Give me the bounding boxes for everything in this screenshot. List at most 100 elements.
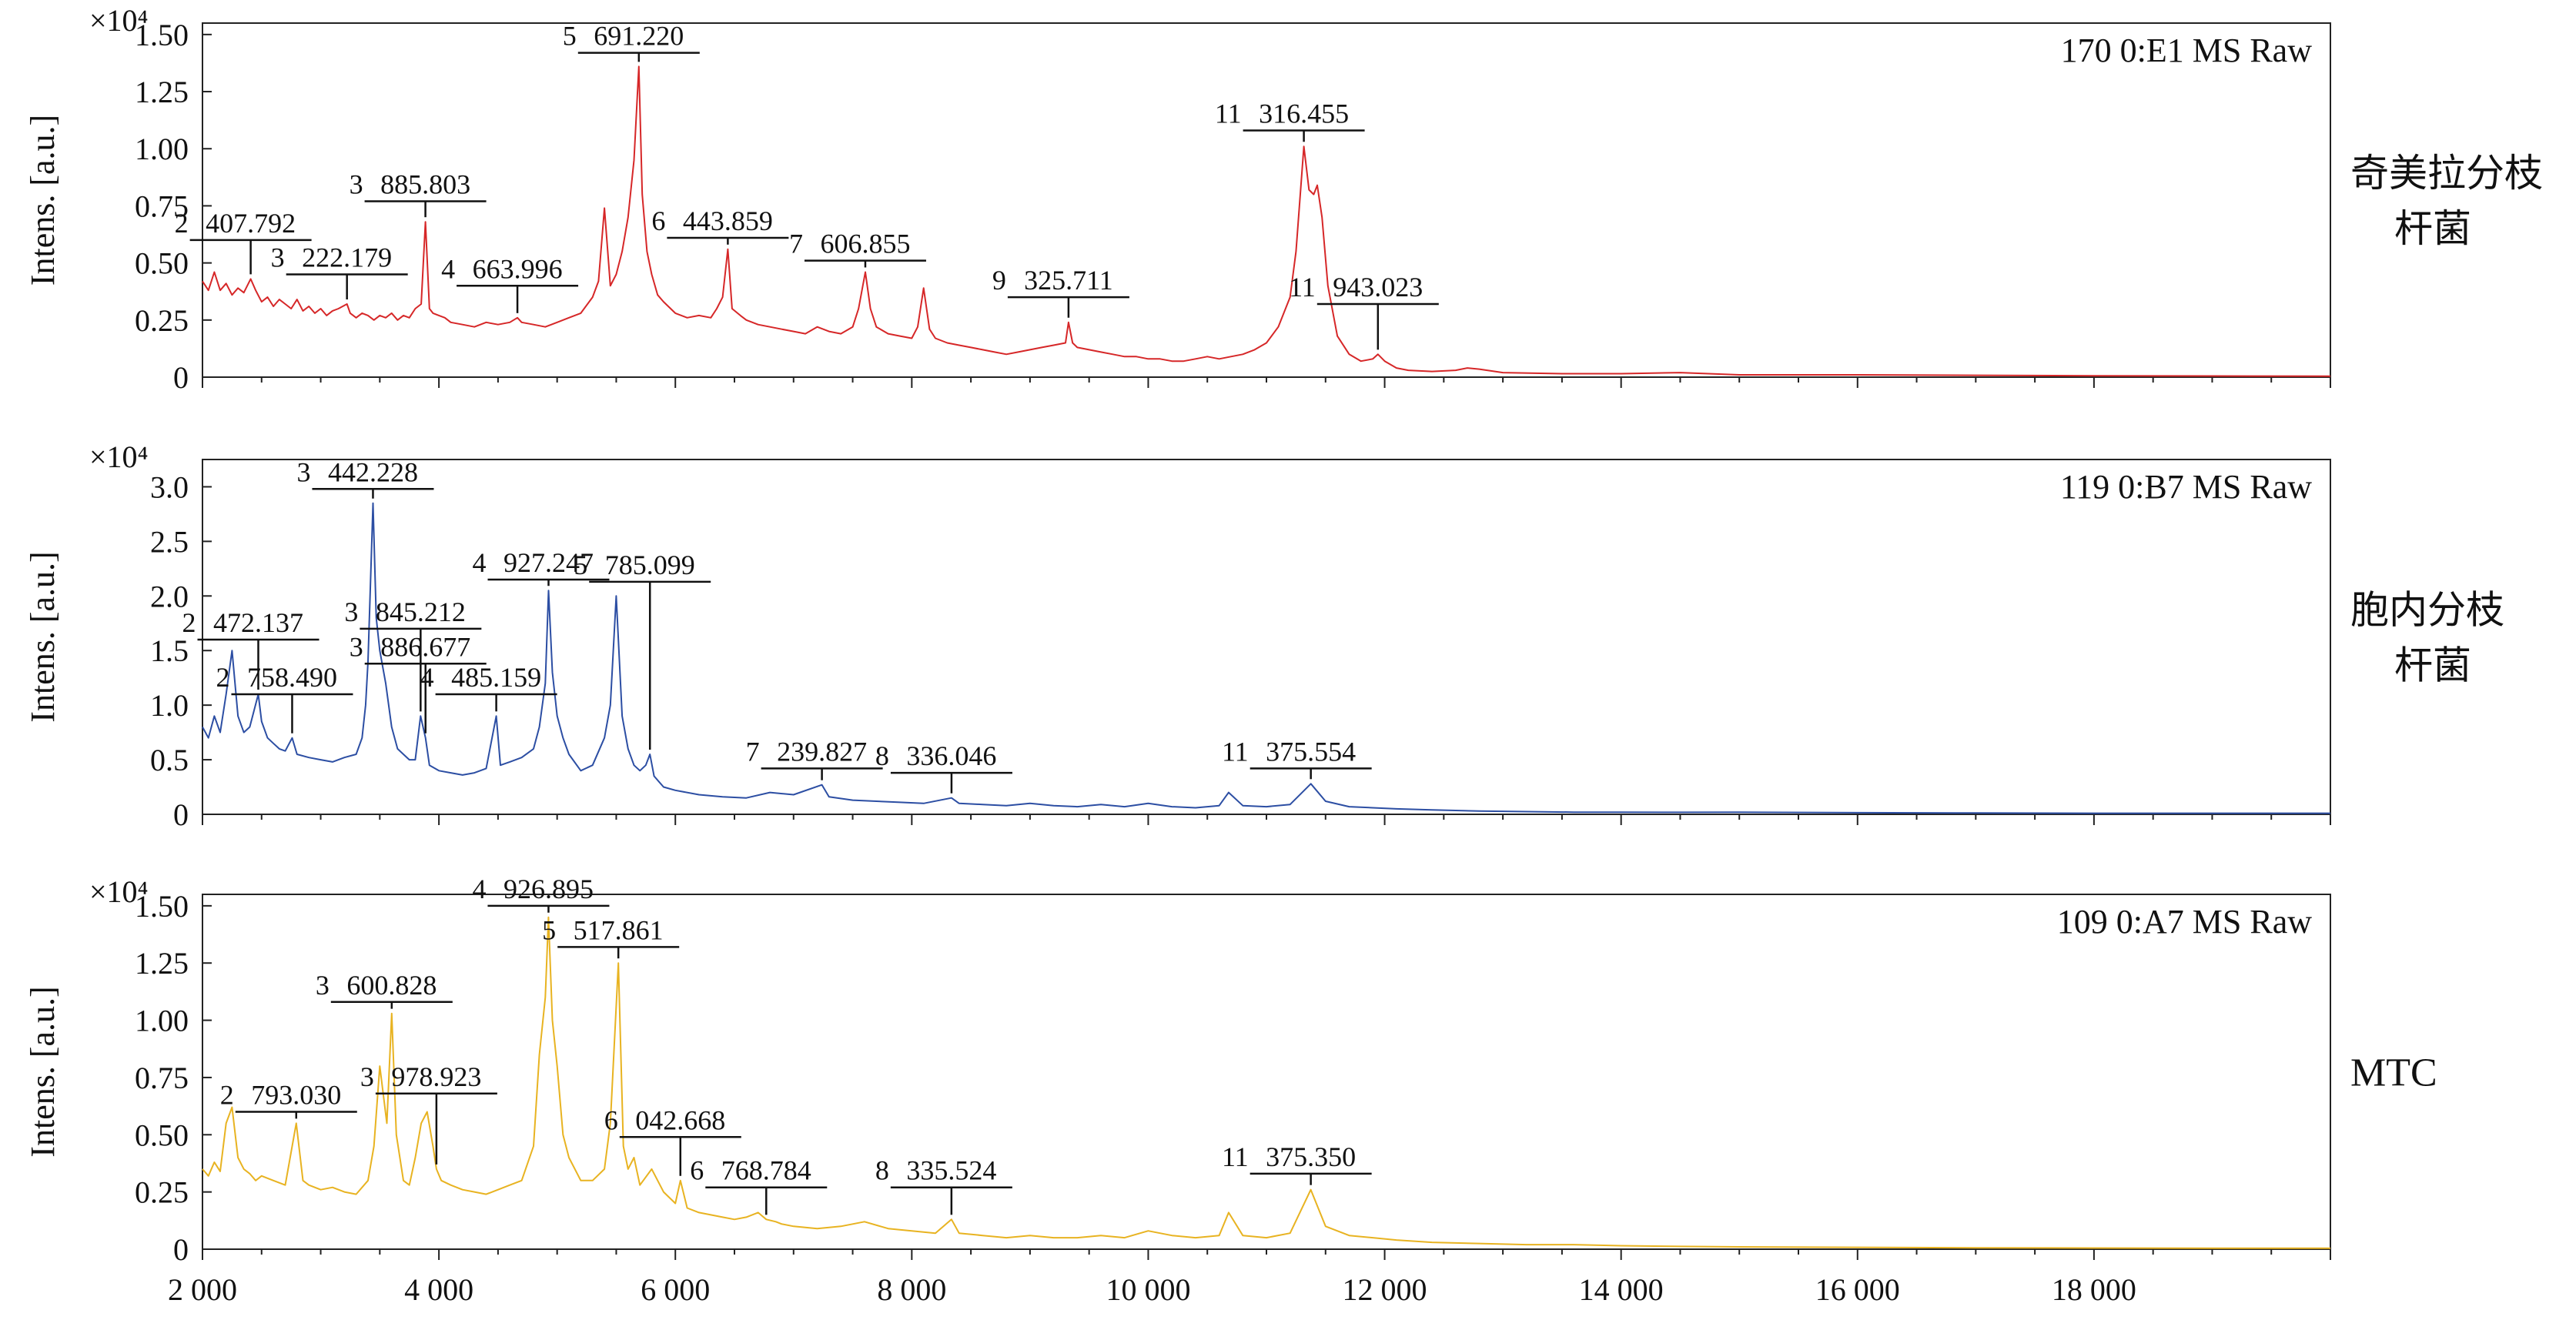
spectrum-panel-3: 0 0.25 0.50 0.75 1.00 1.25 1.50×10⁴ Intens. [a.… xyxy=(24,874,2437,1307)
peak-annotation: 2 758.490 xyxy=(216,662,353,734)
species-label: 胞内分枝 xyxy=(2350,588,2504,633)
peak-annotation: 11 375.554 xyxy=(1222,736,1372,780)
peak-label-prefix: 3 xyxy=(316,970,330,1001)
peak-label: 042.668 xyxy=(635,1104,725,1135)
peak-label: 325.711 xyxy=(1024,265,1113,296)
y-tick-label: 0 xyxy=(173,360,189,395)
peak-annotation: 11 375.350 xyxy=(1222,1141,1372,1185)
peak-label-prefix: 8 xyxy=(875,1155,889,1186)
peak-label: 375.554 xyxy=(1266,736,1356,767)
y-tick-label: 1.0 xyxy=(150,688,189,723)
peak-label: 663.996 xyxy=(473,253,563,284)
peak-label: 978.923 xyxy=(391,1061,481,1092)
y-exponent-label: ×10⁴ xyxy=(89,439,149,474)
peak-label: 316.455 xyxy=(1259,98,1349,129)
peak-label: 239.827 xyxy=(777,736,867,767)
peak-annotation: 2 793.030 xyxy=(220,1080,357,1119)
peak-annotation: 5 785.099 xyxy=(574,550,711,750)
y-tick-label: 0.50 xyxy=(135,246,189,281)
peak-label: 886.677 xyxy=(380,631,470,662)
peak-label: 793.030 xyxy=(251,1080,341,1111)
peak-label: 785.099 xyxy=(605,550,695,580)
peak-label-prefix: 3 xyxy=(296,456,310,487)
peak-label-prefix: 2 xyxy=(220,1080,234,1111)
y-tick-label: 0 xyxy=(173,797,189,832)
x-tick-label: 10 000 xyxy=(1106,1272,1190,1307)
y-tick-label: 1.50 xyxy=(135,889,189,924)
peak-label: 691.220 xyxy=(594,21,684,52)
peak-annotation: 7 239.827 xyxy=(746,736,883,780)
y-tick-label: 0.75 xyxy=(135,189,189,223)
peak-label-prefix: 3 xyxy=(344,597,358,627)
x-tick-label: 12 000 xyxy=(1343,1272,1427,1307)
peak-annotation: 3 845.212 xyxy=(344,597,482,712)
peak-label-prefix: 11 xyxy=(1222,736,1249,767)
x-tick-label: 14 000 xyxy=(1579,1272,1664,1307)
y-tick-label: 1.00 xyxy=(135,1004,189,1038)
peak-annotation: 8 336.046 xyxy=(875,740,1012,794)
peak-annotation: 3 442.228 xyxy=(296,456,434,499)
peak-label-prefix: 9 xyxy=(992,265,1006,296)
peak-annotation: 7 606.855 xyxy=(789,229,926,268)
peak-label-prefix: 4 xyxy=(472,547,486,578)
peak-label-prefix: 7 xyxy=(789,229,803,259)
peak-label: 442.228 xyxy=(328,456,418,487)
peak-annotation: 3 886.677 xyxy=(350,631,487,734)
peak-label: 606.855 xyxy=(820,229,910,259)
peak-annotation: 3 600.828 xyxy=(316,970,453,1009)
species-label: MTC xyxy=(2350,1051,2437,1095)
y-tick-label: 0.75 xyxy=(135,1061,189,1095)
y-tick-label: 0.50 xyxy=(135,1118,189,1152)
peak-annotation: 4 927.247 xyxy=(472,547,610,586)
peak-label-prefix: 8 xyxy=(875,740,889,771)
peak-label: 222.179 xyxy=(302,242,392,272)
peak-label-prefix: 3 xyxy=(350,169,363,199)
peak-label-prefix: 3 xyxy=(350,631,363,662)
peak-label-prefix: 11 xyxy=(1215,98,1242,129)
y-tick-label: 0 xyxy=(173,1232,189,1267)
peak-annotation: 11 943.023 xyxy=(1289,272,1439,350)
plot-frame xyxy=(202,894,2331,1250)
peak-label-prefix: 3 xyxy=(271,242,285,272)
peak-annotation: 2 407.792 xyxy=(175,208,312,275)
x-tick-label: 6 000 xyxy=(641,1272,710,1307)
peak-label: 336.046 xyxy=(906,740,996,771)
y-tick-label: 1.00 xyxy=(135,132,189,166)
peak-label: 472.137 xyxy=(213,607,303,638)
peak-label: 407.792 xyxy=(206,208,296,239)
peak-label: 375.350 xyxy=(1266,1141,1356,1172)
peak-annotation: 5 691.220 xyxy=(563,21,700,62)
peak-label-prefix: 6 xyxy=(690,1155,704,1186)
x-tick-label: 8 000 xyxy=(877,1272,946,1307)
peak-annotation: 3 978.923 xyxy=(360,1061,497,1165)
peak-annotation: 5 517.861 xyxy=(542,914,680,959)
peak-label-prefix: 11 xyxy=(1222,1141,1249,1172)
x-tick-label: 16 000 xyxy=(1815,1272,1900,1307)
species-label: 杆菌 xyxy=(2394,206,2471,251)
peak-annotation: 9 325.711 xyxy=(992,265,1129,318)
peak-label-prefix: 5 xyxy=(542,914,556,945)
plot-frame xyxy=(202,22,2331,378)
peak-label: 443.859 xyxy=(683,206,773,236)
y-tick-label: 1.25 xyxy=(135,946,189,981)
peak-label: 926.895 xyxy=(503,874,594,904)
peak-label-prefix: 4 xyxy=(441,253,455,284)
peak-annotation: 4 663.996 xyxy=(441,253,579,313)
y-tick-label: 1.5 xyxy=(150,633,189,668)
peak-label-prefix: 2 xyxy=(216,662,229,693)
peak-label-prefix: 5 xyxy=(574,550,587,580)
y-axis-label: Intens. [a.u.] xyxy=(24,551,62,722)
peak-annotation: 6 768.784 xyxy=(690,1155,828,1215)
peak-annotation: 4 926.895 xyxy=(472,874,610,913)
y-axis-label: Intens. [a.u.] xyxy=(24,986,62,1157)
y-exponent-label: ×10⁴ xyxy=(89,874,149,909)
y-exponent-label: ×10⁴ xyxy=(89,3,149,38)
peak-label-prefix: 2 xyxy=(175,208,189,239)
y-tick-label: 2.0 xyxy=(150,579,189,613)
peak-label: 335.524 xyxy=(906,1155,996,1186)
peak-annotation: 4 485.159 xyxy=(420,662,557,712)
spectrum-id-label: 170 0:E1 MS Raw xyxy=(2061,32,2313,69)
peak-label-prefix: 11 xyxy=(1289,272,1316,302)
peak-label: 517.861 xyxy=(574,914,664,945)
spectrum-panel-1: 0 0.25 0.50 0.75 1.00 1.25 1.50×10⁴ Intens. [a.… xyxy=(24,3,2543,395)
